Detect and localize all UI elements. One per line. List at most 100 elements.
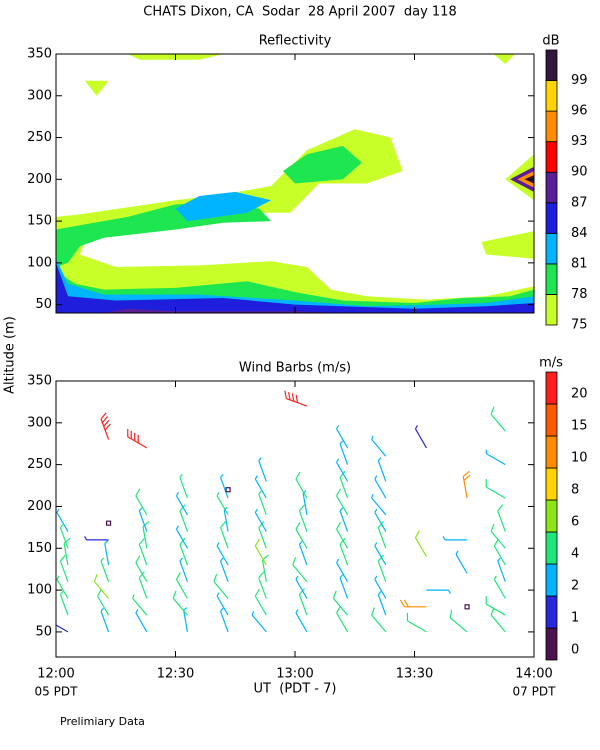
barb-feather — [138, 571, 145, 579]
panel-title: Reflectivity — [259, 34, 332, 49]
barb-feather — [332, 590, 337, 599]
wind-barb — [295, 471, 308, 499]
wind-barb — [254, 588, 267, 616]
barb-staff — [298, 544, 308, 566]
barb-staff — [407, 620, 427, 633]
barb-staff — [254, 545, 267, 566]
barb-feather — [295, 471, 301, 480]
barb-half-feather — [336, 458, 340, 463]
barb-feather — [59, 554, 67, 562]
barb-feather — [295, 394, 299, 403]
barb-half-feather — [220, 557, 224, 562]
wind-barb — [399, 599, 427, 608]
wind-barb — [371, 607, 387, 633]
barb-half-feather — [339, 440, 344, 445]
colorbar-box — [545, 202, 558, 234]
barb-staff — [219, 527, 229, 549]
colorbar-box — [545, 435, 558, 469]
reflectivity-region — [56, 129, 534, 313]
barb-staff — [371, 497, 387, 516]
barb-feather — [339, 537, 346, 545]
colorbar-label: 0 — [571, 643, 579, 658]
x-tick-label: 13:00 — [276, 667, 313, 682]
barb-staff — [251, 614, 267, 633]
barb-feather — [175, 572, 181, 580]
calm-marker — [105, 520, 112, 526]
barb-staff — [127, 436, 148, 449]
barb-feather — [371, 607, 375, 616]
y-tick-label: 300 — [27, 415, 52, 430]
barb-half-feather — [179, 557, 183, 562]
y-tick-label: 150 — [27, 214, 52, 229]
barb-staff — [377, 560, 387, 582]
barb-feather — [414, 530, 420, 538]
barb-half-feather — [374, 542, 378, 547]
barb-staff — [298, 594, 308, 616]
wind-barb — [100, 607, 110, 633]
barb-feather — [490, 406, 495, 415]
wind-barb — [485, 596, 506, 616]
wind-barb — [374, 575, 387, 599]
barb-feather — [179, 537, 186, 545]
wind-barb — [100, 557, 110, 582]
barb-half-feather — [84, 536, 88, 541]
barb-feather — [288, 391, 291, 401]
wind-barb — [339, 440, 349, 465]
wind-barb — [175, 525, 188, 549]
wind-barb — [172, 590, 188, 616]
barb-feather — [135, 555, 141, 563]
barb-half-feather — [175, 492, 179, 497]
colorbar-box — [545, 110, 558, 143]
wind-barb — [59, 524, 69, 549]
barb-staff — [223, 509, 229, 532]
wind-barb — [414, 425, 427, 449]
barb-staff — [59, 527, 69, 549]
barb-feather — [462, 470, 470, 477]
barb-staff — [216, 495, 229, 516]
barb-half-feather — [374, 575, 378, 580]
barb-feather — [142, 521, 150, 528]
barb-half-feather — [104, 540, 109, 544]
wind-barb — [374, 542, 387, 566]
barb-staff — [374, 579, 387, 599]
barb-staff — [493, 545, 506, 566]
wind-barb — [254, 475, 267, 499]
y-tick-label: 250 — [27, 130, 52, 145]
colorbar-label: 10 — [571, 451, 588, 466]
barb-staff — [295, 528, 308, 549]
barb-half-feather — [493, 575, 497, 580]
barb-feather — [295, 521, 301, 530]
barb-half-feather — [56, 508, 60, 513]
barb-staff — [455, 554, 468, 574]
barb-feather — [291, 393, 295, 402]
barb-staff — [339, 443, 349, 465]
barb-staff — [339, 477, 349, 499]
barb-staff — [336, 612, 349, 633]
wind-barb — [339, 574, 349, 599]
wind-barb — [251, 611, 267, 633]
barb-half-feather — [132, 594, 135, 599]
barb-feather — [377, 554, 384, 562]
wind-barb — [219, 473, 229, 499]
barb-half-feather — [377, 457, 382, 462]
barb-half-feather — [179, 473, 183, 478]
barb-staff — [449, 617, 468, 633]
barb-staff — [485, 603, 506, 616]
barb-staff — [104, 543, 110, 566]
colorbar-box — [545, 499, 558, 533]
colorbar-label: 1 — [571, 611, 579, 626]
barb-staff — [138, 577, 148, 599]
barb-staff — [63, 543, 69, 566]
colorbar-box — [545, 263, 558, 295]
barb-staff — [219, 477, 229, 499]
barb-half-feather — [371, 435, 374, 440]
barb-staff — [497, 560, 506, 582]
barb-staff — [336, 528, 349, 549]
barb-staff — [135, 562, 148, 583]
barb-staff — [258, 577, 267, 599]
barb-half-feather — [455, 550, 459, 555]
y-tick-label: 100 — [27, 255, 52, 270]
y-tick-label: 350 — [27, 47, 52, 62]
wind-barb — [213, 573, 229, 599]
wind-barb — [374, 508, 387, 532]
